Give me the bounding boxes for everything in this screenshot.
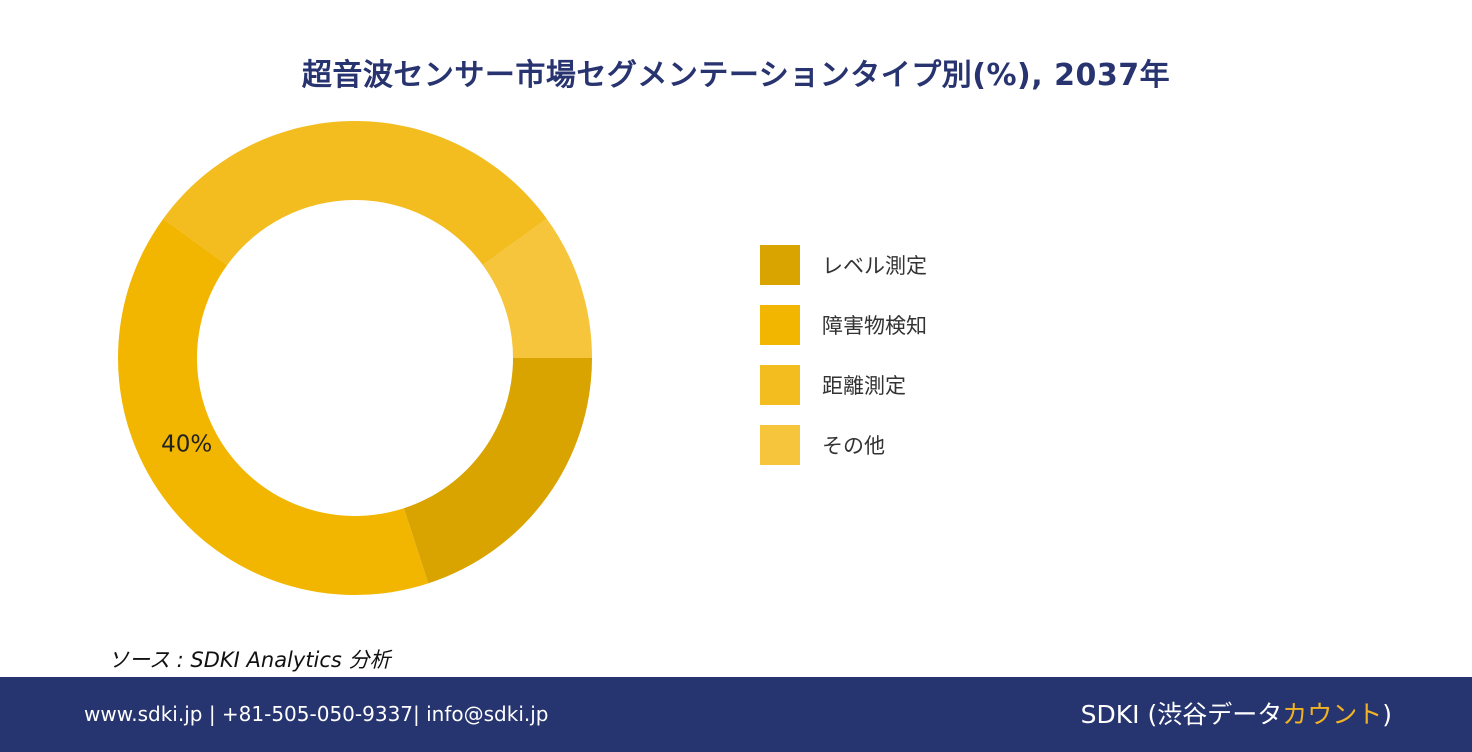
footer-brand: SDKI (渋谷データカウント) <box>1081 677 1392 752</box>
brand-suffix: ) <box>1382 700 1392 729</box>
legend-swatch <box>760 365 800 405</box>
legend-label: レベル測定 <box>822 254 927 278</box>
source-note: ソース : SDKI Analytics 分析 <box>108 648 391 672</box>
donut-chart: 40% <box>118 121 592 595</box>
legend-item-other: その他 <box>760 425 927 465</box>
chart-title: 超音波センサー市場セグメンテーションタイプ別(%), 2037年 <box>301 58 1171 93</box>
legend-label: その他 <box>822 434 885 458</box>
legend-item-obstacle: 障害物検知 <box>760 305 927 345</box>
slice-other <box>482 218 592 358</box>
data-label: 40% <box>161 432 212 458</box>
legend-item-level: レベル測定 <box>760 245 927 285</box>
legend-swatch <box>760 245 800 285</box>
legend-swatch <box>760 425 800 465</box>
brand-prefix: SDKI (渋谷データ <box>1080 700 1283 729</box>
legend-label: 距離測定 <box>822 374 906 398</box>
legend-item-distance: 距離測定 <box>760 365 927 405</box>
legend-label: 障害物検知 <box>822 314 927 338</box>
slice-distance <box>163 121 547 266</box>
brand-accent: カウント <box>1282 700 1383 729</box>
slice-obstacle <box>118 218 429 595</box>
footer-contact: www.sdki.jp | +81-505-050-9337| info@sdk… <box>84 702 549 726</box>
legend-swatch <box>760 305 800 345</box>
footer-bar: www.sdki.jp | +81-505-050-9337| info@sdk… <box>0 677 1472 752</box>
slice-level <box>403 358 592 584</box>
legend: レベル測定 障害物検知 距離測定 その他 <box>760 245 927 485</box>
